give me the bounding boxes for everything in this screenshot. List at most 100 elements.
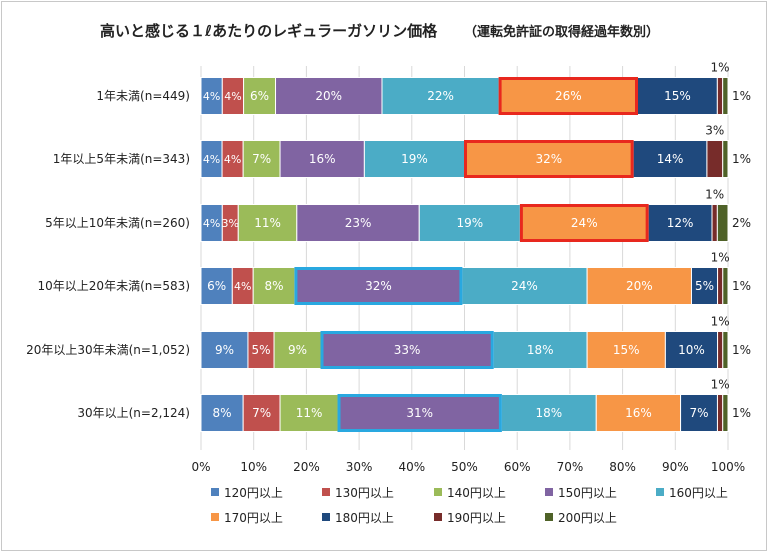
data-label: 1% [732, 279, 751, 293]
bar-segment [586, 267, 692, 305]
data-label: 4% [203, 90, 220, 103]
highlight-box [498, 77, 639, 115]
x-tick-label: 70% [557, 460, 584, 474]
x-tick-label: 100% [711, 460, 745, 474]
data-label: 1% [732, 89, 751, 103]
data-label: 20% [315, 89, 342, 103]
data-label: 8% [213, 406, 232, 420]
bar-segment [690, 267, 719, 305]
bar-segment [722, 267, 729, 305]
data-label: 4% [234, 280, 251, 293]
legend-label: 180円以上 [335, 511, 394, 525]
legend-swatch [545, 488, 553, 496]
highlight-box [294, 267, 463, 305]
x-axis-ticks: 0% 10% 20% 30% 40% 50% 60% 70% 80% 90% 100% [191, 460, 745, 474]
bars-layer: 4% 4% 6% 20% 22% 26% 15%1%1%4% 4% 7% 16% 19% 32% 14%… [200, 61, 751, 432]
bar-segment [296, 204, 420, 242]
data-label: 11% [296, 406, 323, 420]
legend-label: 160円以上 [669, 486, 728, 500]
legend-label: 170円以上 [224, 511, 283, 525]
highlight-box [320, 331, 494, 369]
data-label: 4% [203, 217, 220, 230]
legend-swatch [434, 488, 442, 496]
legend-label: 190円以上 [447, 511, 506, 525]
data-label: 1% [711, 251, 730, 265]
legend-swatch [434, 513, 442, 521]
bar-segment [500, 394, 597, 432]
highlight-box [337, 394, 502, 432]
data-label: 20% [626, 279, 653, 293]
legend-label: 150円以上 [558, 486, 617, 500]
legend-swatch [322, 513, 330, 521]
data-label: 16% [625, 406, 652, 420]
data-label: 22% [427, 89, 454, 103]
category-labels: 1年未満(n=449) 1年以上5年未満(n=343) 5年以上10年未満(n=26… [26, 89, 190, 420]
x-tick-label: 0% [191, 460, 210, 474]
bar-segment [716, 394, 724, 432]
data-label: 1% [732, 343, 751, 357]
bar-segment [595, 394, 682, 432]
bar-segment [716, 204, 729, 242]
highlight-box [519, 204, 649, 242]
data-label: 23% [345, 216, 372, 230]
data-label: 14% [657, 152, 684, 166]
bar-segment [200, 267, 233, 305]
data-label: 19% [456, 216, 483, 230]
bar-segment [637, 77, 718, 115]
data-label: 9% [288, 343, 307, 357]
bar-segment [200, 331, 249, 369]
legend-swatch [211, 488, 219, 496]
chart-subtitle: （運転免許証の取得経過年数別） [464, 24, 659, 40]
bar-segment [275, 77, 383, 115]
data-label: 3% [705, 124, 724, 138]
data-label: 32% [535, 152, 562, 166]
legend-swatch [656, 488, 664, 496]
data-label: 24% [511, 279, 538, 293]
data-label: 1% [732, 152, 751, 166]
x-tick-label: 80% [609, 460, 636, 474]
data-label: 16% [309, 152, 336, 166]
bar-segment [247, 331, 275, 369]
chart-title: 高いと感じる１ℓあたりのレギュラーガソリン価格 [100, 22, 438, 40]
bar-segment [680, 394, 718, 432]
bar-segment [716, 77, 724, 115]
bar-segment [363, 140, 465, 178]
data-label: 7% [252, 152, 271, 166]
bar-segment [647, 204, 713, 242]
data-label: 1% [732, 406, 751, 420]
data-label: 7% [252, 406, 271, 420]
data-label: 6% [207, 279, 226, 293]
x-tick-label: 50% [451, 460, 478, 474]
bar-segment [464, 140, 634, 178]
gridlines [200, 66, 729, 450]
legend-label: 130円以上 [335, 486, 394, 500]
legend-swatch [545, 513, 553, 521]
data-label: 1% [705, 188, 724, 202]
bar-segment [722, 140, 729, 178]
x-tick-label: 10% [240, 460, 267, 474]
data-label: 31% [406, 406, 433, 420]
highlight-box [464, 140, 634, 178]
data-label: 15% [613, 343, 640, 357]
bar-segment [461, 267, 588, 305]
legend-label: 120円以上 [224, 486, 283, 500]
legend-swatch [211, 513, 219, 521]
bar-segment [242, 394, 281, 432]
category-label: 10年以上20年未満(n=583) [38, 279, 190, 293]
bar-segment [706, 140, 724, 178]
data-label: 18% [535, 406, 562, 420]
bar-segment [717, 331, 724, 369]
data-label: 10% [678, 343, 705, 357]
data-label: 5% [695, 279, 714, 293]
bar-segment [273, 331, 322, 369]
x-tick-label: 20% [293, 460, 320, 474]
data-label: 2% [732, 216, 751, 230]
bar-segment [722, 77, 729, 115]
bar-segment [717, 267, 724, 305]
legend-swatch [322, 488, 330, 496]
data-label: 9% [215, 343, 234, 357]
data-label: 24% [571, 216, 598, 230]
data-label: 19% [401, 152, 428, 166]
data-label: 18% [527, 343, 554, 357]
